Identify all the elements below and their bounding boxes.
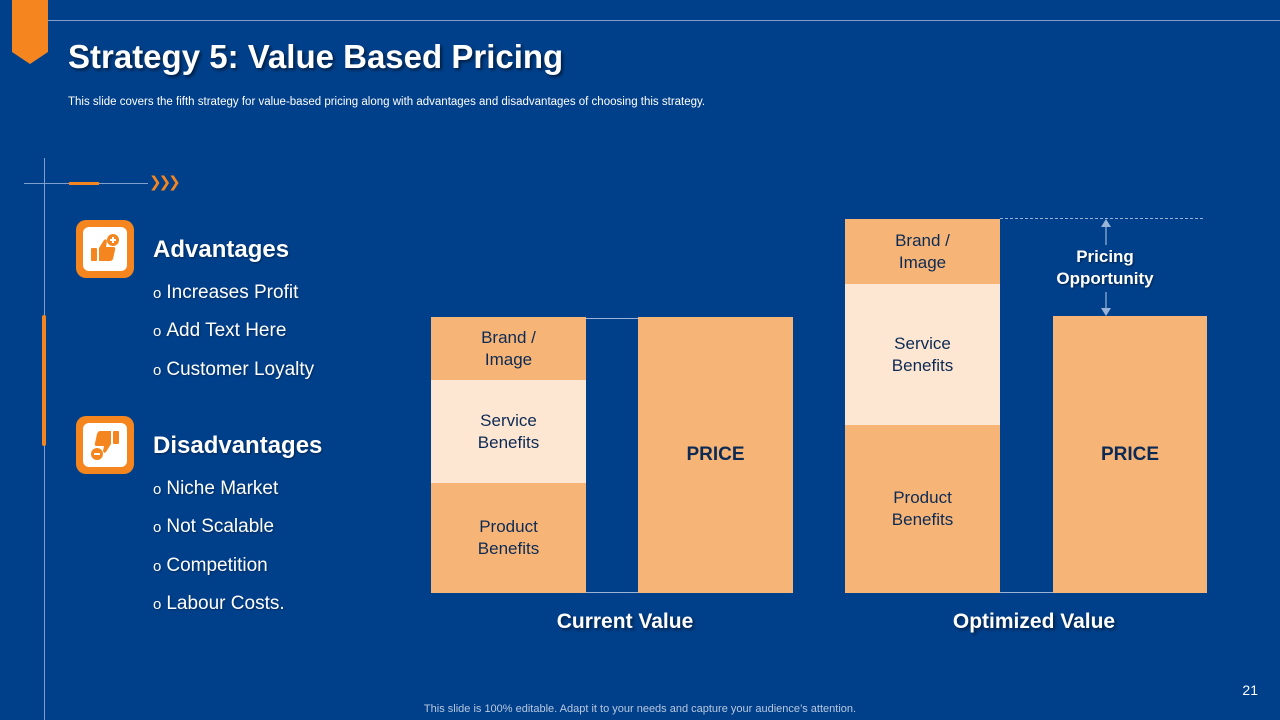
disadvantage-item: o Niche Market (153, 478, 279, 499)
disadvantage-item: o Not Scalable (153, 516, 275, 537)
thumbs-up-plus-icon (91, 234, 119, 261)
section-divider-accent (69, 182, 99, 185)
optimized-product-benefits-segment: Product Benefits (845, 425, 1000, 593)
disadvantages-heading: Disadvantages (153, 432, 323, 459)
advantage-item: o Add Text Here (153, 320, 287, 341)
current-value-label: Current Value (556, 610, 694, 633)
current-brand-image-segment: Brand / Image (431, 317, 586, 380)
top-divider-line (48, 20, 1280, 21)
optimized-service-benefits-segment: Service Benefits (845, 284, 1000, 425)
page-title: Strategy 5: Value Based Pricing (68, 38, 564, 75)
disadvantage-item: o Labour Costs. (153, 593, 285, 614)
chevrons-right-icon: ❯❯❯ (149, 173, 181, 191)
optimized-bottom-connector (1000, 592, 1053, 593)
advantages-icon-badge (76, 220, 134, 278)
bookmark-icon (12, 0, 48, 64)
optimized-price-bar: PRICE (1053, 316, 1207, 593)
advantages-heading: Advantages (153, 236, 290, 263)
current-bottom-connector (586, 592, 638, 593)
up-arrow-icon (1101, 219, 1111, 245)
current-price-bar: PRICE (638, 317, 793, 593)
footer-note: This slide is 100% editable. Adapt it to… (423, 703, 857, 715)
thumbs-down-minus-icon (91, 431, 119, 460)
disadvantages-icon-badge (76, 416, 134, 474)
pricing-opportunity-label: Pricing Opportunity (1056, 247, 1154, 288)
optimized-brand-image-segment: Brand / Image (845, 219, 1000, 284)
down-arrow-icon (1101, 292, 1111, 316)
current-service-benefits-segment: Service Benefits (431, 380, 586, 483)
optimized-value-label: Optimized Value (952, 610, 1116, 633)
left-accent-bar (42, 315, 46, 446)
page-number: 21 (1242, 682, 1258, 698)
advantage-item: o Increases Profit (153, 282, 299, 303)
page-subtitle: This slide covers the fifth strategy for… (68, 96, 706, 108)
current-top-connector (586, 318, 638, 319)
current-product-benefits-segment: Product Benefits (431, 483, 586, 593)
disadvantage-item: o Competition (153, 555, 268, 576)
pricing-opportunity-dashed-line (1000, 218, 1203, 219)
advantage-item: o Customer Loyalty (153, 359, 315, 380)
